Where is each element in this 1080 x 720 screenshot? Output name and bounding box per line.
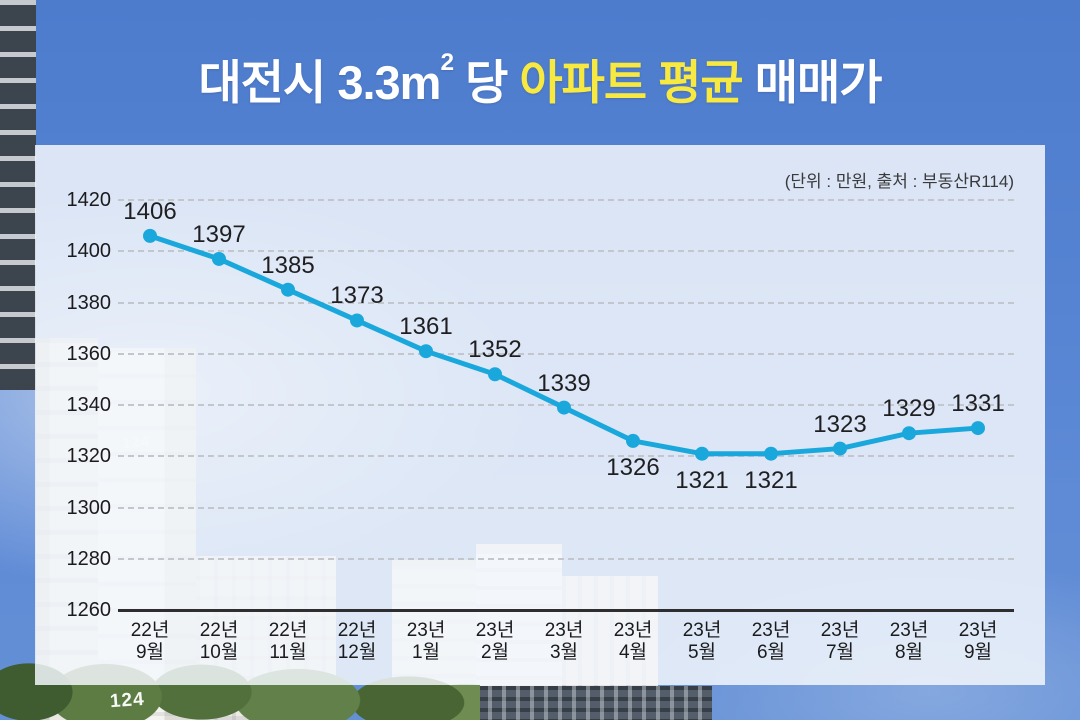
- data-label: 1321: [744, 466, 798, 494]
- building-number-label: 124: [109, 688, 146, 713]
- data-point: [902, 426, 916, 441]
- x-axis-label-line: 23년: [613, 620, 653, 641]
- x-axis-label: 23년 8월: [867, 620, 951, 664]
- grid-line: [118, 506, 1014, 509]
- data-label: 1361: [399, 313, 453, 341]
- data-label: 1406: [123, 197, 177, 225]
- data-point: [833, 441, 847, 456]
- x-axis-label-line: 4월: [618, 642, 648, 663]
- apartment-building-left-dark: [0, 0, 36, 390]
- x-axis-label: 22년 10월: [177, 620, 261, 664]
- x-axis-label-line: 23년: [889, 620, 929, 641]
- data-point: [557, 400, 571, 415]
- x-axis-label-line: 2월: [480, 642, 510, 663]
- title-highlight: 아파트 평균: [519, 56, 743, 109]
- x-axis-label-line: 5월: [687, 642, 717, 663]
- grid-line: [118, 352, 1014, 355]
- y-axis-label: 1300: [66, 496, 112, 519]
- x-axis-line: [118, 609, 1014, 612]
- line-chart: 1420 1400 1380 1360 1340 1320 1300 1280 1260 22년 9…: [35, 145, 1045, 685]
- x-axis-label: 23년 3월: [522, 620, 606, 664]
- x-axis-label: 22년 11월: [246, 620, 330, 664]
- apartment-building-dark-low: [446, 686, 712, 720]
- grid-line: [118, 557, 1014, 560]
- x-axis-label-line: 1월: [411, 642, 441, 663]
- x-axis-label-line: 9월: [135, 642, 165, 663]
- data-point: [281, 282, 295, 297]
- data-label: 1321: [675, 466, 729, 494]
- data-point: [143, 228, 157, 243]
- x-axis-label: 23년 9월: [936, 620, 1020, 664]
- data-label: 1331: [951, 390, 1005, 418]
- grid-line: [118, 455, 1014, 458]
- data-point: [626, 433, 640, 448]
- x-axis-label: 23년 5월: [660, 620, 744, 664]
- x-axis-label-line: 8월: [894, 642, 924, 663]
- y-axis-label: 1400: [66, 240, 112, 263]
- data-label: 1352: [468, 336, 522, 364]
- x-axis-label: 23년 4월: [591, 620, 675, 664]
- x-axis-label-line: 7월: [825, 642, 855, 663]
- x-axis-label: 23년 2월: [453, 620, 537, 664]
- y-axis-label: 1340: [66, 394, 112, 416]
- x-axis-label: 23년 6월: [729, 620, 813, 664]
- x-axis-label-line: 23년: [820, 620, 860, 641]
- y-axis-label: 1280: [66, 547, 112, 570]
- x-axis-label-line: 6월: [756, 642, 786, 663]
- data-point: [695, 446, 709, 461]
- x-axis-label-line: 3월: [549, 642, 579, 663]
- title-lead: 대전시 3.3m: [198, 56, 442, 109]
- title-mid: 당: [453, 56, 520, 109]
- x-axis-label-line: 12월: [337, 642, 377, 663]
- data-point: [764, 446, 778, 461]
- x-axis-label-line: 10월: [199, 642, 239, 663]
- x-axis-label-line: 23년: [544, 620, 584, 641]
- y-axis-label: 1260: [66, 599, 112, 621]
- x-axis-label-line: 22년: [199, 620, 239, 641]
- data-label: 1323: [813, 410, 867, 438]
- title-superscript: 2: [440, 49, 454, 77]
- data-label: 1373: [330, 282, 384, 310]
- y-axis-label: 1320: [66, 445, 112, 468]
- y-axis-label: 1380: [66, 291, 112, 314]
- chart-panel: (단위 : 만원, 출처 : 부동산R114) 1420 1400 1380 1360…: [35, 145, 1045, 685]
- data-point: [419, 344, 433, 359]
- x-axis-label-line: 23년: [958, 620, 998, 641]
- title-tail: 매매가: [742, 56, 883, 109]
- x-axis-label-line: 22년: [130, 620, 170, 641]
- grid-line: [118, 301, 1014, 304]
- x-axis-label: 23년 1월: [384, 620, 468, 664]
- unit-source-note: (단위 : 만원, 출처 : 부동산R114): [784, 172, 1014, 191]
- data-label: 1329: [882, 395, 936, 423]
- data-point: [350, 313, 364, 328]
- data-label: 1397: [192, 220, 246, 248]
- x-axis-label: 22년 12월: [315, 620, 399, 664]
- y-axis-label: 1360: [66, 342, 112, 365]
- data-point: [488, 367, 502, 382]
- data-label: 1339: [537, 369, 591, 397]
- x-axis-label-line: 23년: [406, 620, 446, 641]
- page-title: 대전시 3.3m2 당 아파트 평균 매매가: [0, 44, 1080, 113]
- grid-line: [118, 199, 1014, 201]
- x-axis-label-line: 23년: [682, 620, 722, 641]
- x-axis-label-line: 9월: [963, 642, 993, 663]
- data-point: [212, 251, 226, 266]
- x-axis-label-line: 11월: [269, 642, 307, 663]
- x-axis-label: 23년 7월: [798, 620, 882, 664]
- x-axis-label: 22년 9월: [108, 620, 192, 664]
- y-axis-label: 1420: [66, 189, 112, 211]
- data-label: 1385: [261, 251, 315, 279]
- x-axis-label-line: 22년: [337, 620, 377, 641]
- x-axis-label-line: 22년: [268, 620, 308, 641]
- data-label: 1326: [606, 453, 660, 481]
- x-axis-label-line: 23년: [475, 620, 515, 641]
- x-axis-label-line: 23년: [751, 620, 791, 641]
- data-point: [971, 421, 985, 436]
